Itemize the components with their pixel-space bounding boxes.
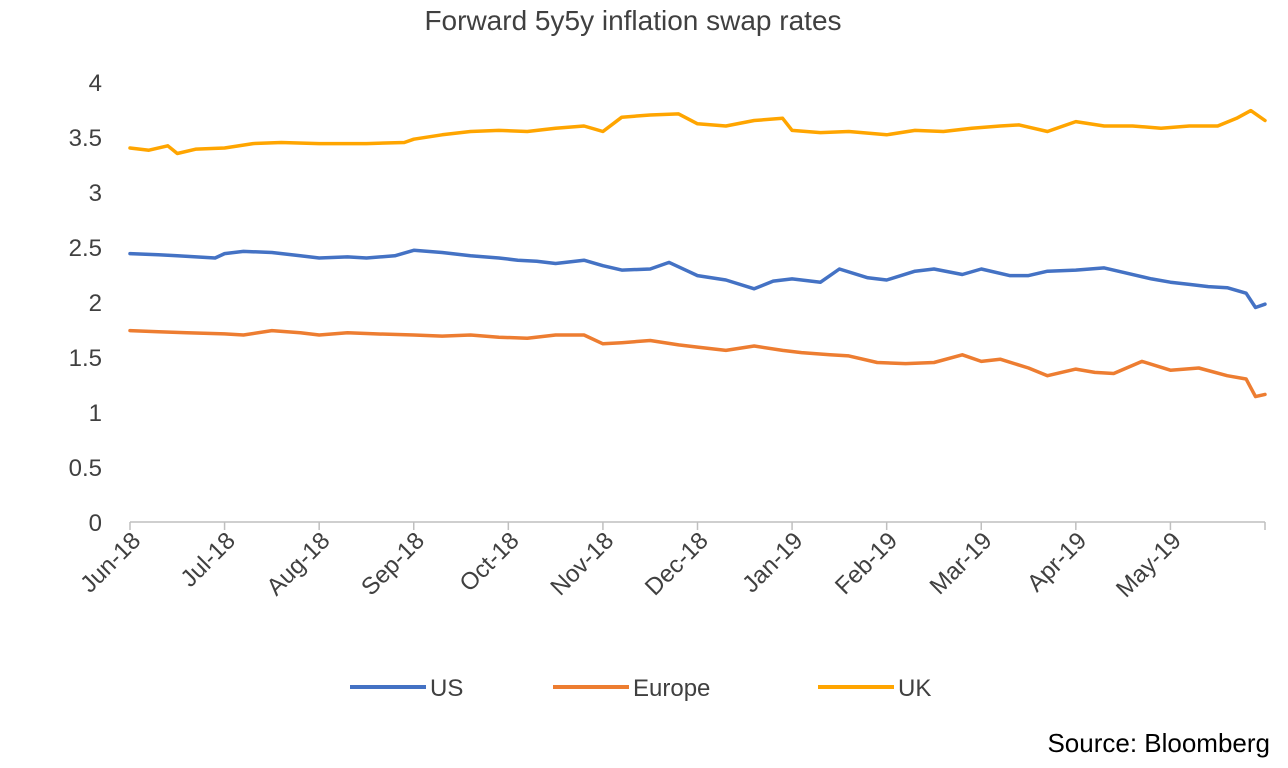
source-note: Source: Bloomberg <box>1047 728 1270 758</box>
series-line-us <box>128 248 1267 310</box>
x-tick-label: Jan-19 <box>737 527 808 598</box>
y-tick-label: 3.5 <box>69 125 102 152</box>
series-line-uk <box>128 108 1267 156</box>
x-tick-label: May-19 <box>1111 527 1187 603</box>
y-axis-ticks: 0 0.5 1 1.5 2 2.5 3 3.5 4 <box>69 70 102 537</box>
legend-label-europe: Europe <box>633 675 710 702</box>
x-tick-label: Nov-18 <box>545 527 619 601</box>
y-tick-label: 1.5 <box>69 345 102 372</box>
x-tick-label: Jun-18 <box>75 527 146 598</box>
y-tick-label: 0 <box>89 510 102 537</box>
y-tick-label: 2 <box>89 290 102 317</box>
y-tick-label: 1 <box>89 400 102 427</box>
chart-title: Forward 5y5y inflation swap rates <box>424 5 841 36</box>
y-tick-label: 0.5 <box>69 455 102 482</box>
series-line-europe <box>128 328 1267 399</box>
x-tick-label: Feb-19 <box>830 527 903 600</box>
y-tick-label: 3 <box>89 180 102 207</box>
legend: US Europe UK <box>350 675 931 702</box>
legend-label-us: US <box>430 675 463 702</box>
x-tick-label: Aug-18 <box>262 527 336 601</box>
x-tick-label: Mar-19 <box>925 527 998 600</box>
legend-label-uk: UK <box>898 675 931 702</box>
series-lines <box>128 108 1267 399</box>
y-tick-label: 2.5 <box>69 235 102 262</box>
x-tick-label: Apr-19 <box>1022 527 1092 597</box>
x-tick-label: Jul-18 <box>176 527 241 592</box>
x-axis-ticks: Jun-18 Jul-18 Aug-18 Sep-18 Oct-18 Nov-18 Dec-… <box>75 522 1266 603</box>
x-tick-label: Oct-18 <box>455 527 525 597</box>
x-tick-label: Dec-18 <box>640 527 714 601</box>
y-tick-label: 4 <box>89 70 102 97</box>
x-tick-label: Sep-18 <box>356 527 430 601</box>
